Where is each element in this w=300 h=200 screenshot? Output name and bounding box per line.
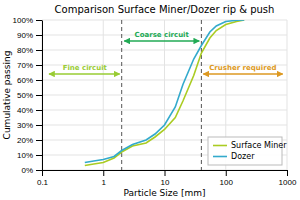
tick-label: 70% bbox=[17, 61, 33, 70]
y-axis: 0% 10% 20% 30% 40% 50% 60% 70% 80% 90% 100% bbox=[13, 16, 43, 175]
tick-mark bbox=[36, 155, 42, 156]
tick-mark bbox=[36, 35, 42, 36]
tick-mark bbox=[36, 140, 42, 141]
tick-label: 0.1 bbox=[37, 178, 49, 187]
tick-label: 50% bbox=[17, 91, 33, 100]
tick: 1000 bbox=[279, 170, 297, 187]
tick-label: 80% bbox=[17, 46, 33, 55]
annotation-arrow bbox=[203, 73, 282, 74]
tick-mark bbox=[226, 170, 227, 176]
tick-label: 10% bbox=[17, 151, 33, 160]
tick: 100 bbox=[220, 170, 234, 187]
tick-label: 100 bbox=[220, 178, 234, 187]
grid-line-y bbox=[42, 95, 287, 96]
tick-mark bbox=[165, 170, 166, 176]
grid-line-y bbox=[42, 20, 287, 21]
tick-label: 1 bbox=[102, 178, 107, 187]
chart: 0.1 1 10 100 1000 0% 10% 20% 30% 40% 50% 60% 70% 80% 9… bbox=[0, 0, 300, 200]
grid bbox=[42, 20, 287, 170]
x-axis-title: Particle Size [mm] bbox=[123, 188, 205, 198]
tick: 10 bbox=[161, 170, 170, 187]
tick: 10% bbox=[17, 151, 42, 160]
tick-mark bbox=[36, 110, 42, 111]
tick-mark bbox=[103, 170, 104, 176]
tick-mark bbox=[36, 50, 42, 51]
title: Comparison Surface Miner/Dozer rip & pus… bbox=[55, 4, 275, 15]
y-axis-title: Cumulative passing bbox=[2, 51, 12, 140]
legend-swatch bbox=[213, 156, 227, 158]
tick: 30% bbox=[17, 121, 42, 130]
vertical-line bbox=[201, 20, 202, 170]
tick-mark bbox=[42, 170, 43, 176]
tick-label: 60% bbox=[17, 76, 33, 85]
tick-label: 40% bbox=[17, 106, 33, 115]
tick: 1 bbox=[102, 170, 107, 187]
grid-line-y bbox=[42, 80, 287, 81]
tick-mark bbox=[36, 125, 42, 126]
tick-mark bbox=[36, 170, 42, 171]
x-axis: 0.1 1 10 100 1000 bbox=[37, 170, 297, 187]
tick-label: 1000 bbox=[279, 178, 297, 187]
tick-mark bbox=[36, 95, 42, 96]
tick-label: 30% bbox=[17, 121, 33, 130]
tick: 90% bbox=[17, 31, 42, 40]
axis-line bbox=[42, 21, 43, 171]
annotation-label: Coarse circuit bbox=[135, 31, 190, 39]
legend-label: Surface Miner bbox=[231, 141, 287, 150]
legend: Surface Miner Dozer bbox=[208, 137, 287, 165]
grid-line-y bbox=[42, 50, 287, 51]
annotation-label: Crusher required bbox=[209, 64, 276, 72]
tick: 60% bbox=[17, 76, 42, 85]
tick-label: 90% bbox=[17, 31, 33, 40]
legend-swatch bbox=[213, 145, 227, 147]
tick-label: 10 bbox=[161, 178, 170, 187]
tick: 20% bbox=[17, 136, 42, 145]
tick: 0% bbox=[21, 166, 42, 175]
tick: 40% bbox=[17, 106, 42, 115]
tick: 70% bbox=[17, 61, 42, 70]
legend-label: Dozer bbox=[231, 152, 255, 161]
plot: 0.1 1 10 100 1000 0% 10% 20% 30% 40% 50% 60% 70% 80% 9… bbox=[13, 16, 297, 187]
tick-mark bbox=[287, 170, 288, 176]
tick: 100% bbox=[13, 16, 42, 25]
annotation-arrow bbox=[49, 73, 120, 74]
tick: 50% bbox=[17, 91, 42, 100]
tick-label: 20% bbox=[17, 136, 33, 145]
vertical-line bbox=[121, 20, 122, 170]
tick: 0.1 bbox=[37, 170, 49, 187]
annotation-label: Fine circuit bbox=[63, 64, 108, 72]
tick-mark bbox=[36, 20, 42, 21]
tick-label: 100% bbox=[13, 16, 33, 25]
grid-line-y bbox=[42, 110, 287, 111]
annotation-arrow bbox=[124, 40, 199, 41]
tick: 80% bbox=[17, 46, 42, 55]
tick-mark bbox=[36, 80, 42, 81]
tick-label: 0% bbox=[21, 166, 33, 175]
tick-mark bbox=[36, 65, 42, 66]
annotations: Fine circuit Coarse circuit Crusher requir… bbox=[49, 31, 283, 74]
